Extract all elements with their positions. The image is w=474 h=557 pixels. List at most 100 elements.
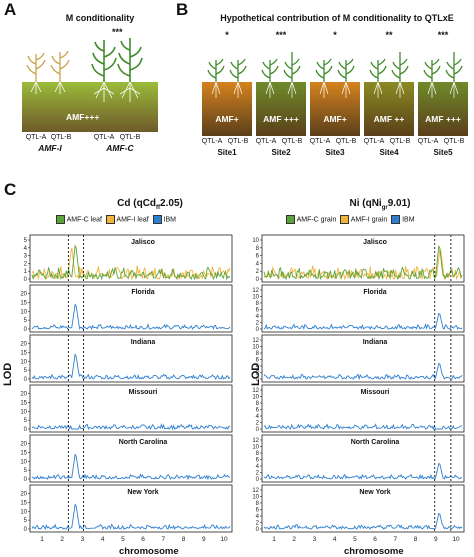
y-tick-label: 20 [20,392,27,398]
site-soil-4 [364,82,414,136]
panel-c-left-title: Cd (qCdff2.05) [117,198,183,211]
site-title: New York [127,489,158,496]
y-tick-label: 4 [256,314,260,320]
y-tick-label: 8 [256,351,260,357]
legend-amfi-leaf: AMF-I leaf [116,216,149,224]
y-tick-label: 12 [252,388,259,394]
site-plants-5 [423,52,463,98]
y-tick-label: 20 [20,292,27,298]
legend-swatch-ibm [391,215,401,224]
y-tick-label: 12 [252,288,259,294]
x-tick-label: 6 [141,536,145,543]
x-tick-label: 8 [414,536,418,543]
site-name-1: Site1 [217,148,237,157]
y-tick-label: 0 [256,277,260,283]
legend-ibm: IBM [402,216,415,224]
site-qtl-a: QTL-A [201,138,223,145]
y-tick-label: 8 [256,301,260,307]
y-tick-label: 10 [20,509,27,515]
y-tick-label: 8 [256,501,260,507]
y-tick-label: 5 [24,368,28,374]
x-tick-label: 9 [434,536,438,543]
y-tick-label: 4 [256,464,260,470]
site-name-2: Site2 [271,148,291,157]
qtl-label: QTL-A [25,134,47,141]
y-tick-label: 0 [256,377,260,383]
y-tick-label: 2 [256,269,260,275]
y-tick-label: 10 [20,409,27,415]
y-tick-label: 5 [24,238,28,244]
y-tick-label: 0 [256,327,260,333]
panel-c-right-legend: AMF-C grain AMF-I grain IBM [286,215,415,224]
panel-c-right-title: Ni (qNigr9.01) [349,198,411,211]
site-name-4: Site4 [379,148,399,157]
legend-amfc-grain: AMF-C grain [296,216,337,224]
panel-b-title: Hypothetical contribution of M condition… [220,13,454,23]
y-tick-label: 8 [256,401,260,407]
y-tick-label: 6 [256,508,260,514]
y-tick-label: 6 [256,254,260,260]
panel-c-left-legend: AMF-C leaf AMF-I leaf IBM [56,215,176,224]
y-tick-label: 1 [24,269,28,275]
lod-trace [31,353,231,381]
legend-ibm: IBM [163,216,177,224]
y-tick-label: 10 [20,459,27,465]
panel-a-illustration [22,38,158,132]
lod-trace [263,462,463,480]
y-tick-label: 5 [24,518,28,524]
panel-a-stars: *** [112,27,123,37]
site-stars-2: *** [275,30,287,40]
y-tick-label: 4 [24,246,28,252]
plant-amfc-a [91,40,117,82]
panel-a-letter: A [4,0,17,19]
lod-panel-missouri: 0 5 10 15 20 Missouri [20,384,233,433]
lod-trace [263,244,463,281]
site-title: Florida [131,289,154,296]
y-tick-label: 0 [24,427,28,433]
site-stars-5: *** [437,30,449,40]
x-tick-label: 2 [292,536,296,543]
lod-trace [31,303,231,331]
y-tick-label: 5 [24,318,28,324]
site-title: Jalisco [131,239,155,246]
y-tick-label: 20 [20,492,27,498]
site-name-5: Site5 [433,148,453,157]
y-tick-label: 12 [252,438,259,444]
legend-swatch-amfi [105,215,115,224]
y-tick-label: 0 [256,477,260,483]
y-tick-label: 10 [252,345,259,351]
y-tick-label: 20 [20,342,27,348]
y-tick-label: 8 [256,246,260,252]
lod-panel-jalisco: 0 2 46 8 10 Jalisco [252,234,465,283]
y-tick-label: 10 [252,238,259,244]
lod-panel-new-york: 0 5 10 15 20 New York [20,484,233,533]
x-tick-label: 1 [40,536,44,543]
qtl-label: QTL-A [93,134,115,141]
site-title: Indiana [131,339,156,346]
site-stars-1: * [225,30,229,40]
lod-trace [263,423,463,431]
site-stars-3: * [333,30,337,40]
site-title: Indiana [363,339,388,346]
y-tick-label: 6 [256,408,260,414]
site-qtl-a: QTL-A [363,138,385,145]
group-label-amfi: AMF-I [38,143,62,153]
y-tick-label: 10 [252,495,259,501]
legend-amfc-leaf: AMF-C leaf [66,216,102,224]
site-stars-4: ** [385,30,393,40]
y-tick-label: 5 [24,468,28,474]
site-qtl-a: QTL-A [417,138,439,145]
site-title: Missouri [129,389,158,396]
site-plants-3 [315,58,355,98]
y-tick-label: 0 [24,477,28,483]
y-tick-label: 15 [20,350,27,356]
site-title: Jalisco [363,239,387,246]
x-tick-label: 3 [313,536,317,543]
panel-a-soil-label: AMF+++ [66,112,100,122]
y-tick-label: 15 [20,500,27,506]
y-tick-label: 6 [256,308,260,314]
panel-b-letter: B [176,0,189,19]
